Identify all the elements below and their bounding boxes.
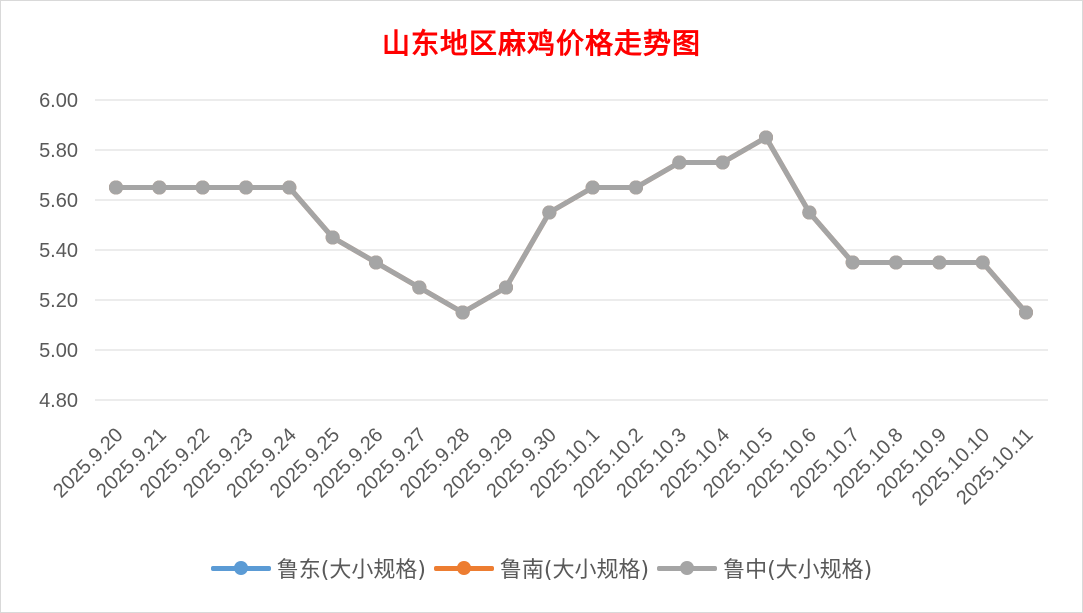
y-tick-label: 5.20: [39, 290, 78, 312]
series-0: [109, 130, 1033, 320]
data-point: [932, 255, 947, 270]
legend-swatch-marker: [456, 561, 471, 575]
y-tick-label: 5.80: [39, 140, 78, 162]
data-point: [759, 130, 773, 145]
legend-item: 鲁东(大小规格): [210, 552, 426, 584]
data-point: [109, 180, 123, 195]
data-point: [152, 180, 167, 195]
series-line: [113, 135, 1029, 315]
data-point: [325, 230, 340, 245]
y-tick-label: 5.60: [39, 190, 78, 212]
legend-swatch: [657, 561, 718, 575]
data-point: [282, 180, 297, 195]
data-point: [585, 180, 600, 195]
data-point: [975, 255, 990, 270]
data-point: [369, 255, 383, 270]
legend-swatch: [210, 561, 271, 575]
grid-lines: [95, 99, 1048, 401]
data-point: [802, 205, 817, 220]
legend-label: 鲁南(大小规格): [499, 558, 650, 583]
data-point: [412, 280, 427, 295]
data-point: [889, 255, 903, 270]
y-tick-label: 6.00: [39, 90, 78, 112]
y-tick-label: 4.80: [39, 390, 78, 412]
y-axis-ticks: 4.80 5.00 5.20 5.40 5.60 5.80 6.00: [39, 90, 78, 412]
data-point: [1019, 305, 1033, 320]
data-point: [672, 155, 687, 170]
legend-swatch-marker: [233, 561, 248, 575]
y-tick-label: 5.00: [39, 340, 78, 362]
data-point: [499, 280, 513, 295]
series-2: [109, 130, 1033, 320]
legend-item: 鲁中(大小规格): [657, 552, 872, 584]
data-point: [239, 180, 253, 195]
series-1: [109, 130, 1033, 320]
chart-title: 山东地区麻鸡价格走势图: [381, 27, 701, 60]
data-point: [845, 255, 860, 270]
legend-item: 鲁南(大小规格): [433, 552, 650, 584]
y-tick-label: 5.40: [39, 240, 78, 262]
data-point: [542, 205, 557, 220]
legend-swatch-marker: [680, 561, 695, 575]
series-line: [113, 135, 1029, 315]
series-line: [113, 135, 1029, 315]
data-point: [629, 180, 643, 195]
x-axis-ticks: 2025.9.202025.9.212025.9.222025.9.232025…: [49, 424, 1037, 510]
legend-label: 鲁中(大小规格): [723, 558, 873, 583]
legend-label: 鲁东(大小规格): [276, 558, 426, 583]
series-group: [109, 130, 1033, 320]
legend-swatch: [433, 561, 494, 575]
data-point: [195, 180, 210, 195]
data-point: [715, 155, 730, 170]
data-point: [455, 305, 470, 320]
legend: 鲁东(大小规格) 鲁南(大小规格) 鲁中(大小规格): [0, 552, 1083, 584]
